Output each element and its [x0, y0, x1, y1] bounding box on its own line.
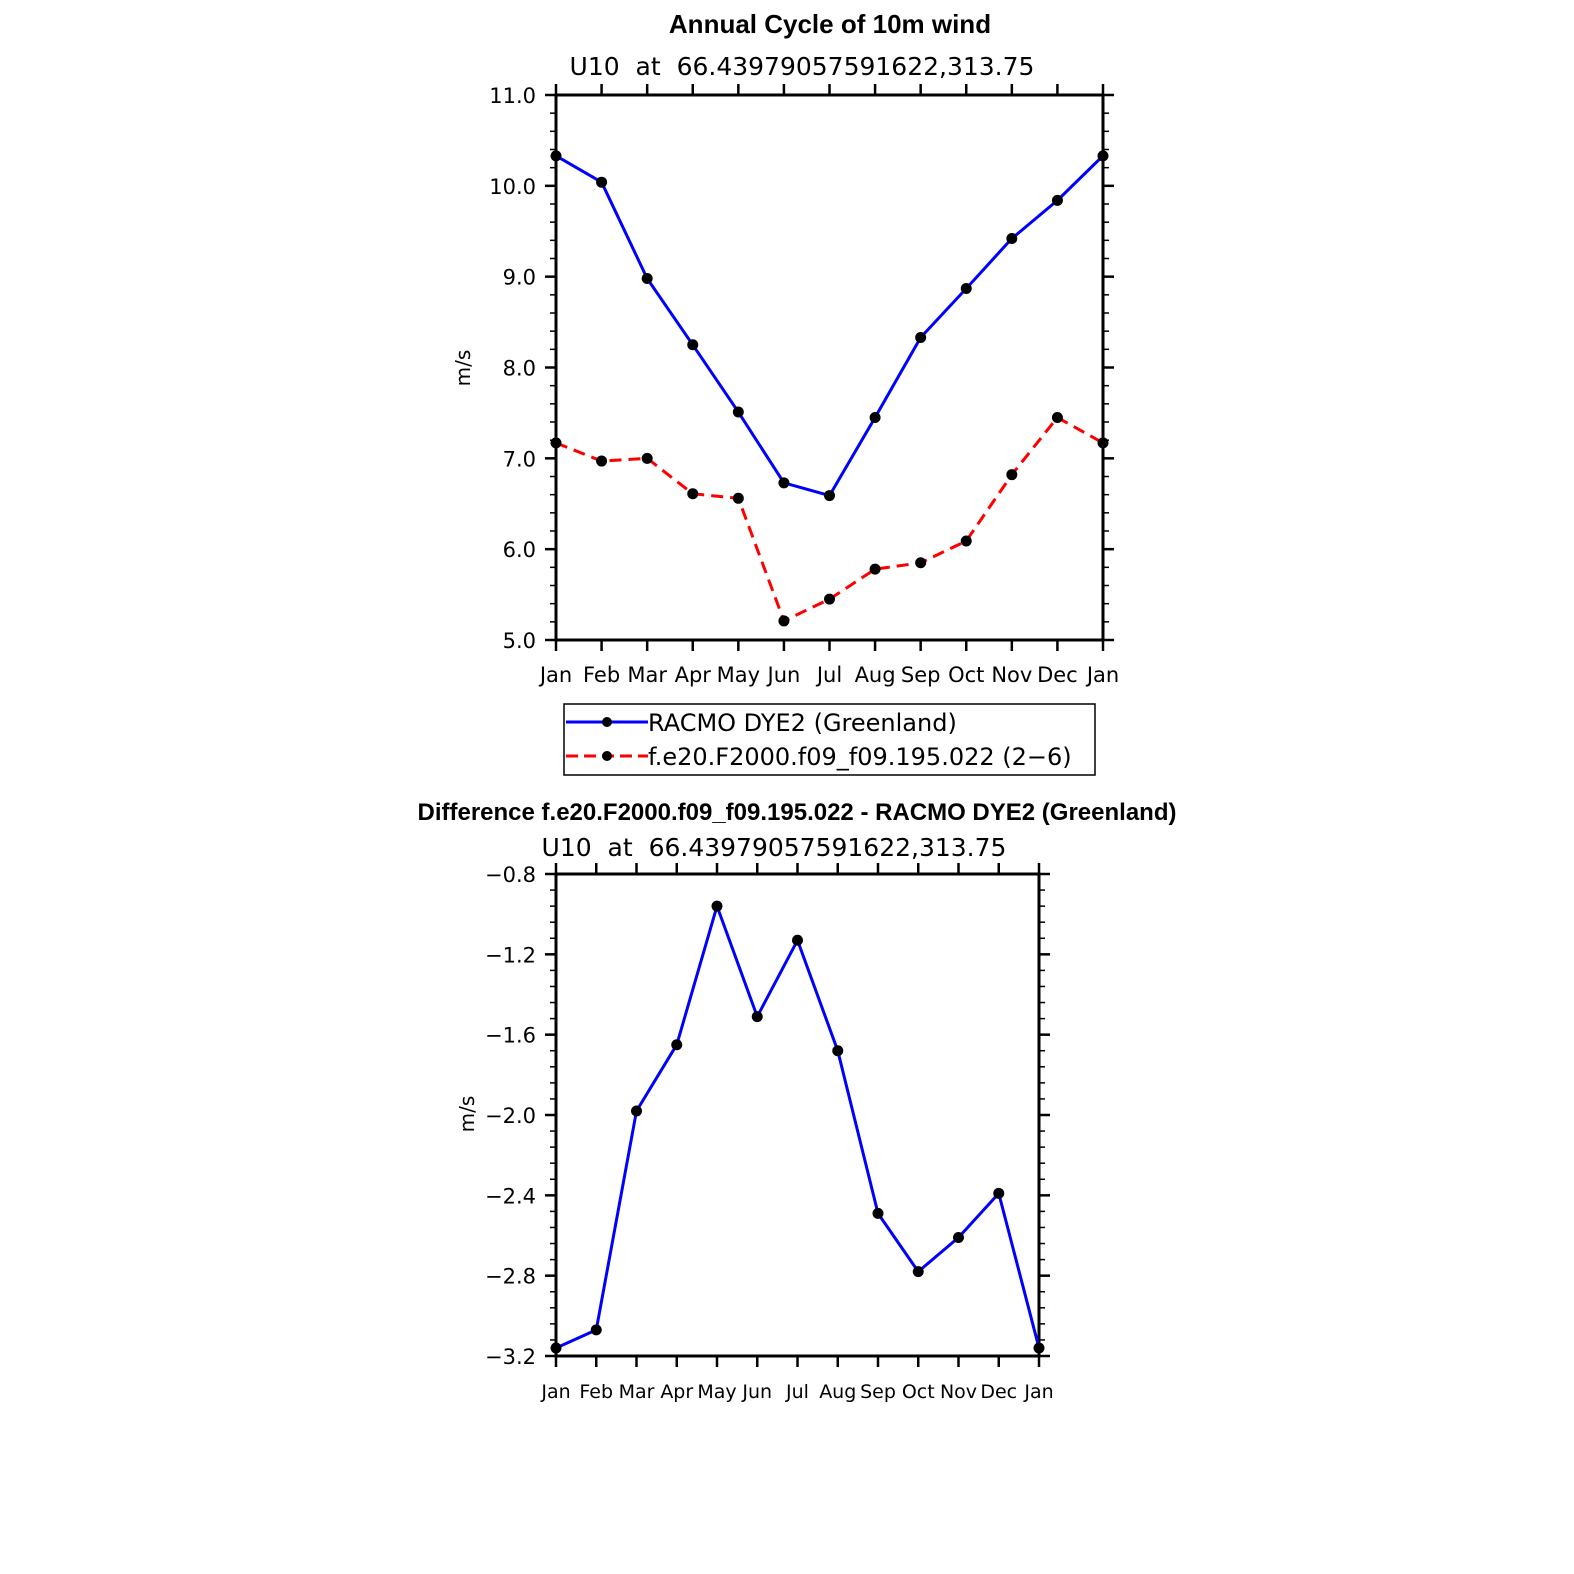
chart1-series-2-point — [687, 488, 699, 500]
chart1-series-2-point — [550, 437, 562, 449]
legend-box — [563, 703, 1096, 776]
chart2-plot: Jan Feb Mar Apr May Jun Jul Aug Sep Oct Nov Dec Jan−… — [485, 863, 1054, 1403]
chart2-ytick-label: −1.2 — [485, 943, 536, 967]
chart1-title: Annual Cycle of 10m wind — [669, 9, 991, 39]
chart2-ylabel: m/s — [455, 1096, 479, 1133]
chart1-series-2-point — [778, 615, 790, 627]
chart1-series-1-line — [555, 154, 1105, 498]
chart1-xtick-label: May — [717, 663, 760, 687]
chart2-xtick-label: Jun — [741, 1381, 772, 1403]
chart2-series-1-point — [912, 1266, 924, 1278]
chart2-xtick-label: May — [697, 1381, 736, 1403]
chart2-xtick-label: Dec — [980, 1381, 1017, 1403]
chart2-series-1-line — [555, 904, 1041, 1350]
chart2-series-1-point — [550, 1342, 562, 1354]
chart1-series-2-point — [915, 557, 927, 569]
chart1-series-1-point — [960, 282, 972, 294]
chart2-xtick-label: Mar — [619, 1381, 655, 1403]
chart1-series-2-line — [555, 415, 1104, 623]
chart2-ytick-label: −2.8 — [485, 1265, 536, 1289]
chart2-xtick-label: Jan — [540, 1381, 570, 1403]
chart2-ytick-label: −1.6 — [485, 1024, 536, 1048]
chart1-series-2-point — [732, 492, 744, 504]
chart2-xtick-label: Feb — [579, 1381, 613, 1403]
legend-marker-dashed — [602, 751, 612, 761]
chart1-legend: RACMO DYE2 (Greenland) f.e20.F2000.f09_f… — [563, 703, 1096, 776]
chart1-xtick-label: Jan — [538, 663, 572, 687]
chart1-series-1-point — [1006, 233, 1018, 245]
chart2-xtick-label: Apr — [660, 1381, 693, 1403]
chart1-ytick-label: 8.0 — [503, 357, 536, 381]
chart1-series-2-point — [960, 535, 972, 547]
chart1-xtick-label: Sep — [901, 663, 941, 687]
chart2-xtick-label: Jan — [1023, 1381, 1053, 1403]
chart1-subtitle: U10 at 66.43979057591622,313.75 — [570, 52, 1035, 81]
chart2-series-1-point — [832, 1045, 844, 1057]
chart1-series-1-point — [596, 176, 608, 188]
chart2-ytick-label: −0.8 — [485, 863, 536, 887]
chart2-series-1-point — [711, 900, 723, 912]
chart1-ylabel: m/s — [451, 350, 475, 387]
chart1-series-1-point — [550, 150, 562, 162]
chart1-series-2-point — [869, 563, 881, 575]
chart1-xtick-label: Oct — [948, 663, 984, 687]
legend-label-racmo: RACMO DYE2 (Greenland) — [648, 709, 957, 737]
chart1-series-1-point — [824, 490, 835, 502]
legend-label-model: f.e20.F2000.f09_f09.195.022 (2−6) — [648, 743, 1072, 771]
chart1-xtick-label: Aug — [855, 663, 896, 687]
chart1-xtick-label: Jan — [1085, 663, 1119, 687]
chart1-ytick-label: 5.0 — [503, 629, 536, 653]
chart2-series-1-point — [590, 1324, 602, 1336]
chart1-ytick-label: 9.0 — [503, 266, 536, 290]
chart1-ytick-label: 11.0 — [489, 84, 536, 108]
chart1-series-1-point — [641, 272, 653, 284]
chart2-xtick-label: Oct — [902, 1381, 935, 1403]
legend-marker-solid — [602, 717, 612, 727]
chart1-xtick-label: Jun — [766, 663, 801, 687]
chart1-frame — [554, 93, 1105, 642]
chart1-ytick-label: 10.0 — [489, 175, 536, 199]
chart2-ytick-label: −2.0 — [485, 1104, 536, 1128]
chart2-series-1-point — [751, 1011, 763, 1023]
chart2-series-1-point — [993, 1187, 1005, 1199]
chart1-series-1-point — [915, 332, 927, 344]
chart1-xtick-label: Nov — [991, 663, 1032, 687]
chart1-series-1-point — [869, 411, 881, 423]
chart2-xtick-label: Sep — [860, 1381, 896, 1403]
chart2-xtick-label: Jul — [785, 1381, 809, 1403]
chart1-series-2-point — [1006, 469, 1018, 481]
chart2-xtick-label: Aug — [819, 1381, 856, 1403]
chart2-xtick-label: Nov — [940, 1381, 977, 1403]
chart1-series-1-point — [1097, 150, 1109, 162]
chart1-series-2-point — [824, 593, 835, 605]
chart2-frame — [554, 872, 1041, 1358]
chart2-series-1-point — [631, 1105, 642, 1117]
chart1-series-2-point — [1097, 437, 1109, 449]
chart1-plot: Jan Feb Mar Apr May Jun Jul Aug Sep Oct Nov Dec Jan5… — [489, 84, 1119, 687]
chart1-series-1-point — [687, 339, 699, 351]
chart1-series-1-point — [778, 477, 790, 489]
chart1-series-2-point — [596, 455, 608, 467]
chart2-ytick-label: −2.4 — [485, 1184, 536, 1208]
chart1-xtick-label: Feb — [583, 663, 620, 687]
chart1-series-2-point — [641, 452, 653, 464]
chart2-ytick-label: −3.2 — [485, 1345, 536, 1369]
chart2-series-1-point — [792, 934, 803, 946]
chart2-series-1-point — [1033, 1342, 1045, 1354]
chart2-subtitle: U10 at 66.43979057591622,313.75 — [542, 833, 1007, 862]
chart2-series-1-point — [872, 1207, 884, 1219]
chart1-series-1-point — [1051, 194, 1063, 206]
chart1-series-1-point — [732, 406, 744, 418]
chart1-xtick-label: Apr — [675, 663, 712, 687]
chart1-ytick-label: 7.0 — [503, 447, 536, 471]
chart1-ytick-label: 6.0 — [503, 538, 536, 562]
chart1-xtick-label: Mar — [627, 663, 667, 687]
chart1-xtick-label: Jul — [815, 663, 842, 687]
chart1-xtick-label: Dec — [1037, 663, 1078, 687]
chart2-series-1-point — [953, 1232, 964, 1244]
chart2-title: Difference f.e20.F2000.f09_f09.195.022 -… — [418, 799, 1177, 826]
chart2-series-1-point — [671, 1039, 683, 1051]
chart1-series-2-point — [1051, 411, 1063, 423]
